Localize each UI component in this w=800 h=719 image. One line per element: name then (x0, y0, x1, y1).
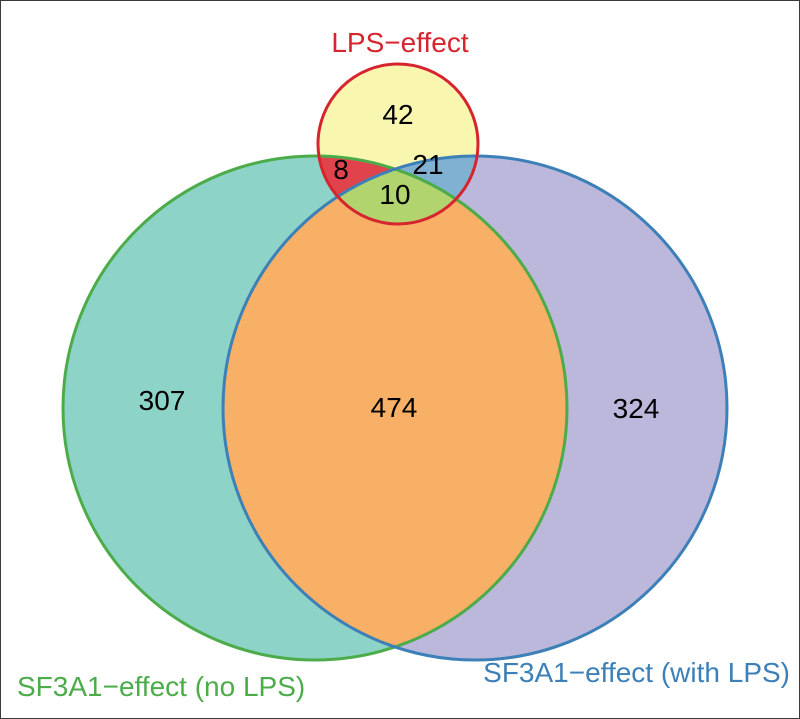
count-lps-nolps: 8 (333, 154, 349, 185)
count-nolps-only: 307 (139, 385, 186, 416)
set-label-withlps: SF3A1−effect (with LPS) (483, 657, 790, 688)
count-nolps-withlps: 474 (371, 392, 418, 423)
circle-outline-withlps (221, 154, 729, 662)
count-withlps-only: 324 (613, 393, 660, 424)
count-lps-withlps: 21 (412, 149, 443, 180)
region-nolps-withlps (223, 156, 567, 660)
set-label-lps: LPS−effect (331, 27, 468, 58)
circle-outline-lps (316, 62, 480, 226)
count-lps-only: 42 (382, 99, 413, 130)
count-all-three: 10 (379, 179, 410, 210)
circle-outline-nolps (61, 154, 569, 662)
set-label-nolps: SF3A1−effect (no LPS) (17, 671, 305, 702)
